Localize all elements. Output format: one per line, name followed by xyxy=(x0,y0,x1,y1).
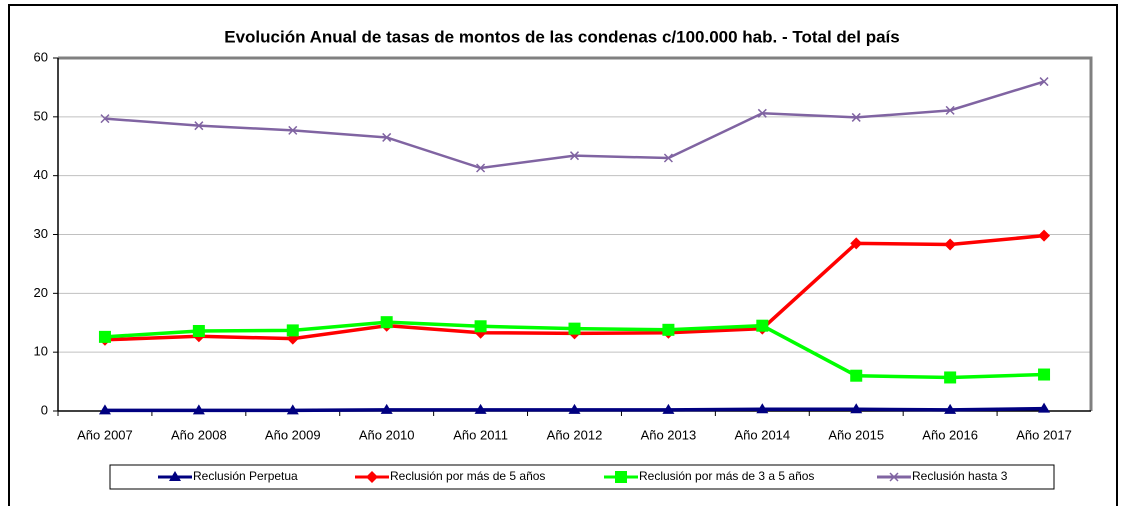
marker xyxy=(192,324,205,337)
y-tick-label: 60 xyxy=(34,49,48,64)
marker xyxy=(192,404,205,415)
marker xyxy=(1038,368,1051,381)
marker xyxy=(756,319,769,332)
marker xyxy=(615,471,627,483)
x-tick-label: Año 2010 xyxy=(359,427,415,442)
x-tick-label: Año 2013 xyxy=(641,427,697,442)
legend-label: Reclusión por más de 3 a 5 años xyxy=(639,469,814,483)
frame xyxy=(8,4,1118,506)
marker xyxy=(568,403,581,414)
marker xyxy=(1038,402,1051,413)
y-tick-label: 10 xyxy=(34,344,48,359)
x-tick-label: Año 2015 xyxy=(828,427,884,442)
marker xyxy=(286,324,299,337)
x-tick-label: Año 2009 xyxy=(265,427,321,442)
marker xyxy=(944,238,957,251)
x-tick-label: Año 2011 xyxy=(453,427,508,442)
marker xyxy=(756,403,769,414)
marker xyxy=(382,132,392,142)
marker xyxy=(662,403,675,414)
marker xyxy=(889,472,899,482)
marker xyxy=(98,330,111,343)
legend-label: Reclusión Perpetua xyxy=(193,469,298,483)
marker xyxy=(1039,77,1049,87)
y-tick-label: 40 xyxy=(34,167,48,182)
y-tick-label: 30 xyxy=(34,226,48,241)
y-tick-label: 50 xyxy=(34,108,48,123)
y-tick-label: 0 xyxy=(41,402,48,417)
marker xyxy=(100,114,110,124)
marker xyxy=(366,471,378,483)
legend-label: Reclusión por más de 5 años xyxy=(390,469,545,483)
chart-title: Evolución Anual de tasas de montos de la… xyxy=(224,27,899,46)
marker xyxy=(851,112,861,122)
marker xyxy=(194,121,204,131)
marker xyxy=(476,163,486,173)
marker xyxy=(663,153,673,163)
marker xyxy=(944,371,957,384)
x-tick-label: Año 2007 xyxy=(77,427,133,442)
marker xyxy=(568,322,581,335)
plot-border xyxy=(58,56,1093,411)
y-tick-label: 20 xyxy=(34,285,48,300)
marker xyxy=(380,403,393,414)
marker xyxy=(286,404,299,415)
marker xyxy=(662,323,675,336)
marker xyxy=(850,369,863,382)
marker xyxy=(569,151,580,161)
marker xyxy=(474,320,487,333)
marker xyxy=(850,403,863,414)
marker xyxy=(98,404,111,415)
legend-label: Reclusión hasta 3 xyxy=(912,469,1008,483)
x-tick-label: Año 2008 xyxy=(171,427,227,442)
x-tick-label: Año 2016 xyxy=(922,427,978,442)
x-tick-label: Año 2014 xyxy=(734,427,790,442)
marker xyxy=(1038,229,1051,242)
marker xyxy=(944,403,957,414)
marker xyxy=(380,316,393,329)
marker xyxy=(757,108,767,118)
marker xyxy=(288,125,298,135)
marker xyxy=(169,471,181,481)
marker xyxy=(474,403,487,414)
x-tick-label: Año 2012 xyxy=(547,427,603,442)
marker xyxy=(945,105,955,115)
x-tick-label: Año 2017 xyxy=(1016,427,1072,442)
marker xyxy=(850,237,863,250)
